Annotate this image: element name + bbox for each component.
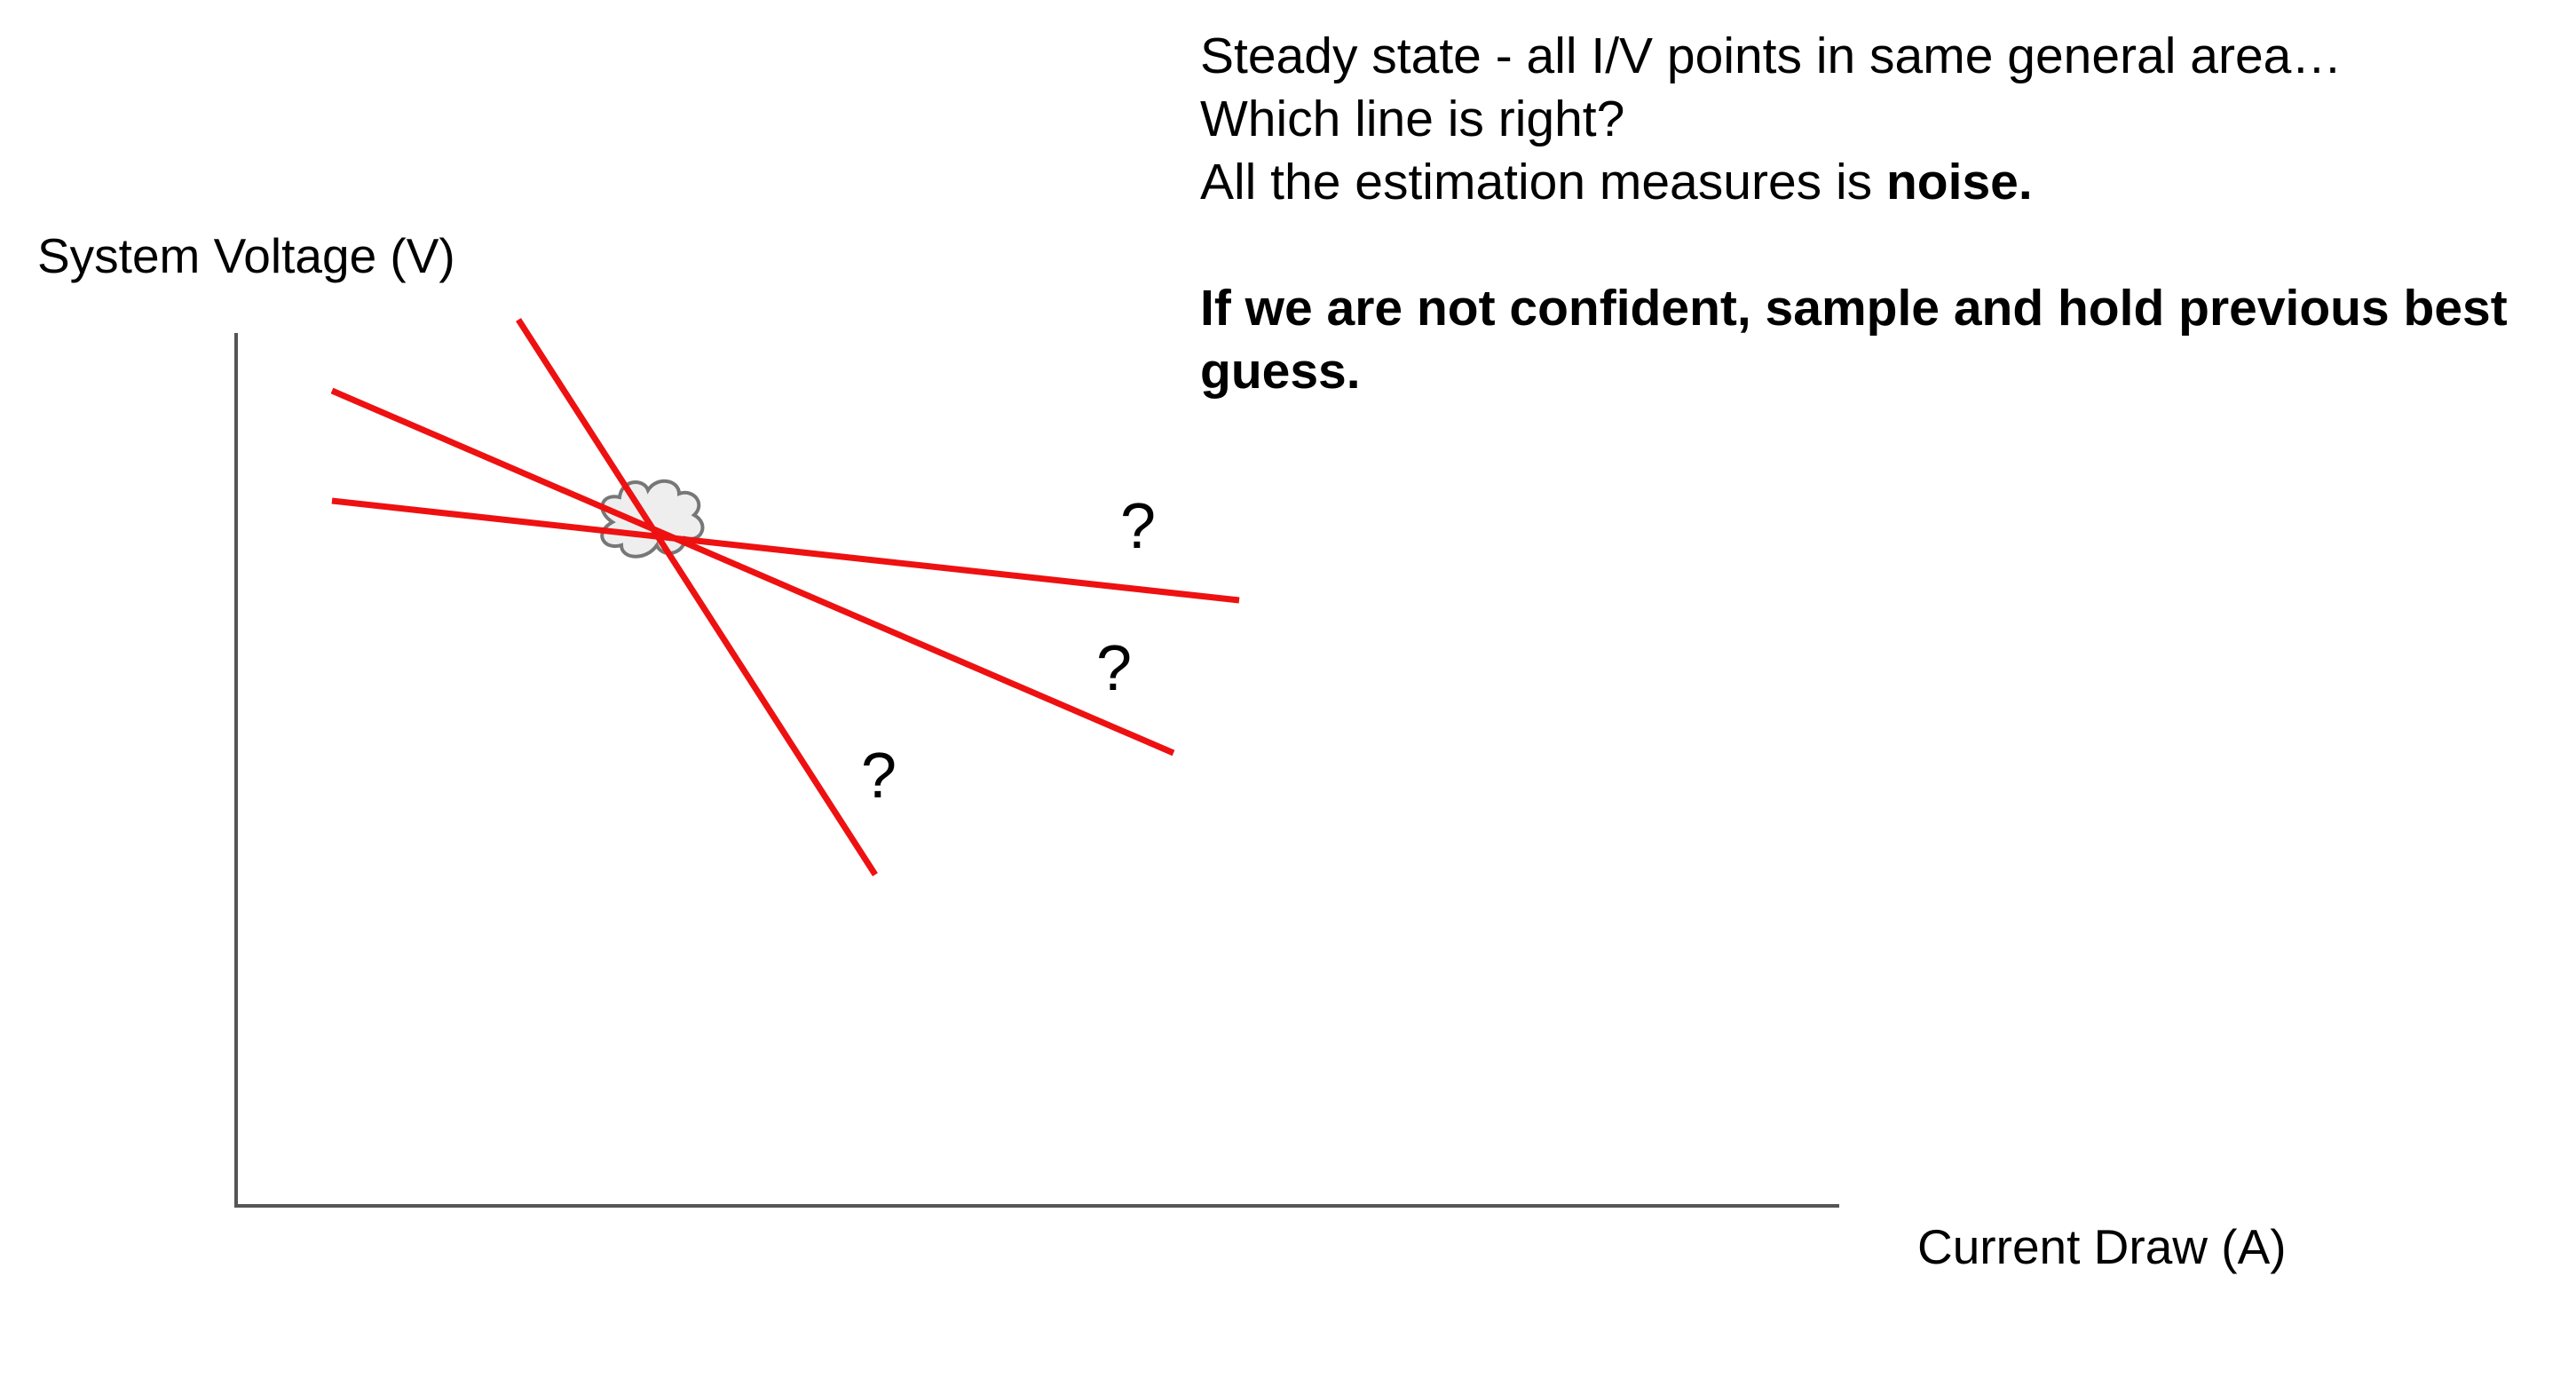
question-mark-medium: ? xyxy=(1096,633,1132,704)
y-axis-label: System Voltage (V) xyxy=(37,228,455,283)
candidate-line-steep xyxy=(516,318,878,876)
note-line-3: All the estimation measures is noise. xyxy=(1200,151,2567,214)
question-mark-shallow: ? xyxy=(1120,491,1156,562)
note-line-2: Which line is right? xyxy=(1200,91,1625,147)
note-line-4: If we are not confident, sample and hold… xyxy=(1200,280,2508,400)
note-line-1: Steady state - all I/V points in same ge… xyxy=(1200,28,2343,84)
noise-emphasis: noise. xyxy=(1885,154,2033,210)
note-line-3-prefix: All the estimation measures is xyxy=(1200,154,1886,210)
candidate-line-shallow xyxy=(331,497,1240,604)
candidate-line-medium xyxy=(330,387,1175,757)
notes-text: Steady state - all I/V points in same ge… xyxy=(1200,25,2567,403)
x-axis-label: Current Draw (A) xyxy=(1917,1219,2287,1274)
question-mark-steep: ? xyxy=(861,741,897,812)
